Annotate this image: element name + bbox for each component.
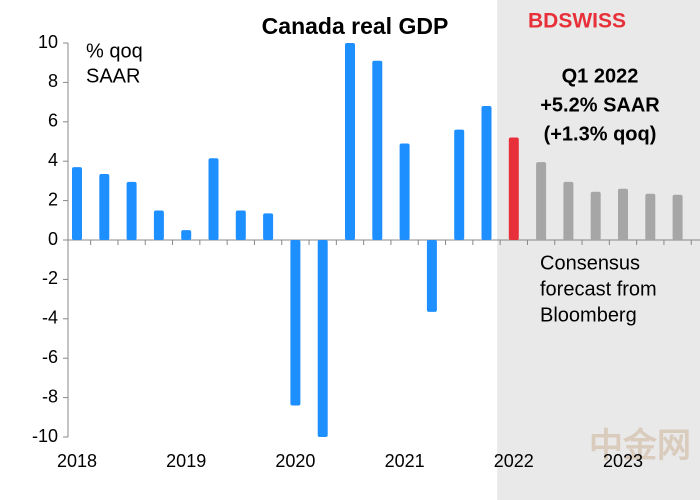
y-tick-label: 4 <box>48 150 58 170</box>
bar <box>345 43 355 240</box>
bar <box>153 210 164 240</box>
y-tick-label: 0 <box>48 229 58 249</box>
forecast-annotation: Bloomberg <box>540 304 637 326</box>
bar <box>181 230 192 240</box>
highlight-annotation: Q1 2022 <box>562 65 639 87</box>
y-tick-label: 6 <box>48 111 58 131</box>
x-tick-label: 2020 <box>275 451 315 471</box>
bar <box>481 106 492 240</box>
x-tick-label: 2023 <box>603 451 643 471</box>
bar <box>536 162 547 240</box>
logo: BDSWISS <box>528 10 626 33</box>
bar <box>618 188 628 240</box>
highlight-annotation: (+1.3% qoq) <box>544 123 657 145</box>
y-tick-label: -4 <box>42 308 58 328</box>
y-tick-label: -6 <box>42 347 58 367</box>
bar <box>290 240 301 406</box>
bar <box>208 158 219 240</box>
y-tick-label: 10 <box>38 32 58 52</box>
bar <box>426 240 437 312</box>
unit-label: SAAR <box>86 65 140 87</box>
y-tick-label: -8 <box>42 386 58 406</box>
bar <box>672 194 683 240</box>
forecast-annotation: forecast from <box>540 278 657 300</box>
y-tick-label: -2 <box>42 268 58 288</box>
bar <box>99 174 110 240</box>
forecast-annotation: Consensus <box>540 252 640 274</box>
bar <box>399 143 410 240</box>
x-tick-label: 2019 <box>166 451 206 471</box>
highlight-annotation: +5.2% SAAR <box>540 94 660 116</box>
bar <box>263 213 274 240</box>
bar <box>645 193 656 240</box>
bar <box>126 181 137 240</box>
bar <box>454 129 465 240</box>
bar <box>372 60 383 241</box>
unit-label: % qoq <box>86 40 143 62</box>
x-tick-label: 2018 <box>57 451 97 471</box>
y-tick-label: 8 <box>48 71 58 91</box>
forecast-shade <box>497 0 700 500</box>
bar <box>317 240 328 437</box>
bar <box>563 181 574 240</box>
bar <box>72 167 82 240</box>
y-tick-label: -10 <box>32 426 58 446</box>
y-tick-label: 2 <box>48 189 58 209</box>
watermark: 中金网 <box>589 426 691 465</box>
bar <box>590 191 601 240</box>
x-tick-label: 2022 <box>494 451 534 471</box>
x-tick-label: 2021 <box>385 451 425 471</box>
chart-title: Canada real GDP <box>262 13 449 39</box>
bar <box>508 137 519 240</box>
bar <box>235 210 246 240</box>
